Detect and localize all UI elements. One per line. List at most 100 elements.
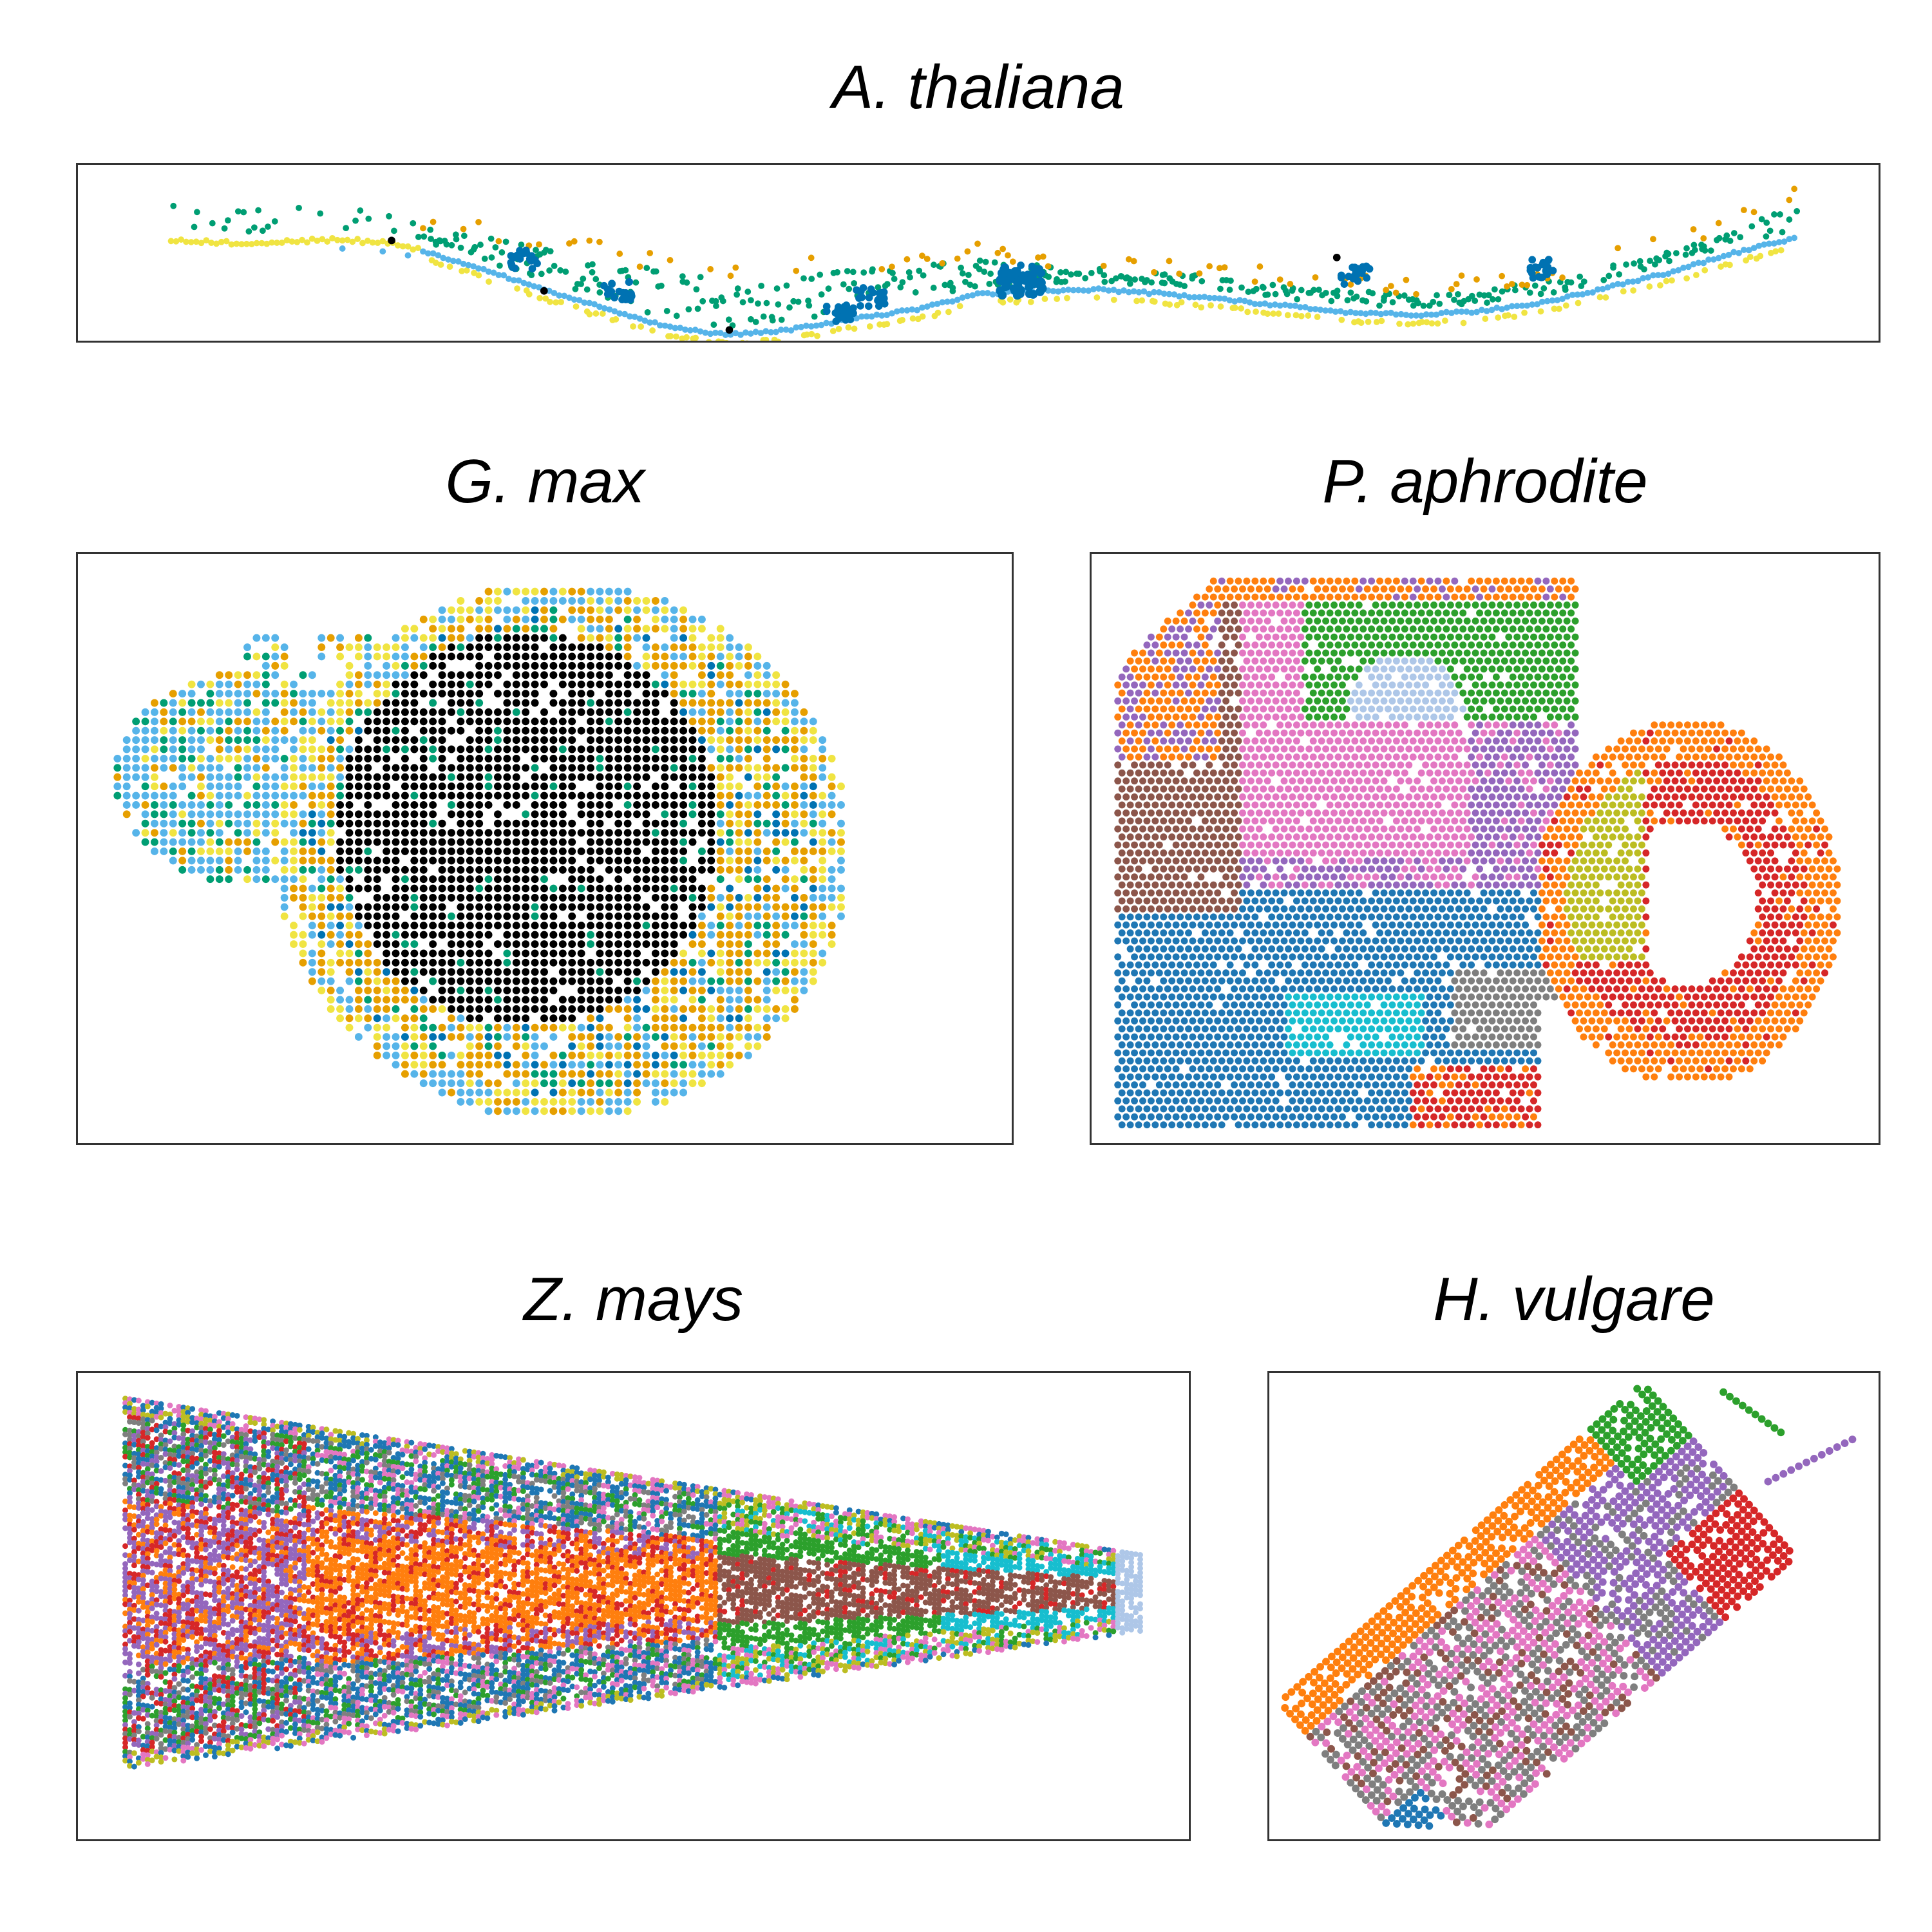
g-max-point-340 (280, 764, 289, 772)
g-max-point-2771 (772, 949, 781, 958)
g-max-point-1012 (438, 1005, 446, 1013)
p-aphrodite-point-141 (1255, 601, 1263, 609)
g-max-point-1848 (596, 634, 604, 642)
g-max-point-1994 (614, 1033, 623, 1041)
g-max-point-2231 (661, 875, 669, 884)
g-max-point-1789 (587, 597, 594, 605)
a-thaliana-point-436 (964, 248, 971, 255)
p-aphrodite-point-526 (1122, 665, 1130, 673)
p-aphrodite-point-372 (1143, 641, 1151, 649)
g-max-point-1692 (568, 652, 576, 661)
p-aphrodite-point-318 (1526, 625, 1533, 633)
a-thaliana-point-192 (591, 301, 598, 308)
g-max-point-420 (308, 764, 316, 772)
p-aphrodite-point-736 (1131, 697, 1139, 705)
g-max-point-1405 (512, 894, 520, 902)
g-max-point-2380 (688, 875, 697, 884)
a-thaliana-point-291 (744, 289, 752, 295)
g-max-point-1892 (596, 1061, 604, 1069)
g-max-point-1741 (577, 606, 585, 614)
g-max-point-2845 (800, 745, 808, 753)
g-max-point-1158 (466, 1014, 474, 1023)
g-max-point-1885 (596, 996, 604, 1004)
g-max-point-76 (169, 726, 177, 735)
g-max-point-116 (187, 745, 196, 753)
p-aphrodite-point-883 (1480, 713, 1488, 721)
p-aphrodite-point-279 (1201, 625, 1209, 633)
p-aphrodite-point-780 (1513, 697, 1521, 705)
a-thaliana-point-565 (1166, 301, 1173, 308)
a-thaliana-point-233 (652, 268, 659, 275)
g-max-point-43 (151, 736, 158, 744)
g-max-point-127 (187, 857, 196, 865)
p-aphrodite-point-585 (1177, 673, 1184, 681)
g-max-point-771 (392, 894, 400, 902)
g-max-point-2158 (651, 625, 659, 633)
g-max-point-68 (160, 819, 168, 828)
p-aphrodite-point-362 (1488, 633, 1496, 641)
g-max-point-843 (410, 708, 419, 716)
g-max-point-1639 (558, 597, 567, 605)
g-max-point-823 (401, 958, 409, 967)
p-aphrodite-point-635 (1172, 681, 1180, 689)
g-max-point-1289 (494, 773, 502, 781)
p-aphrodite-point-890 (1546, 713, 1554, 721)
g-max-point-2071 (633, 736, 641, 744)
p-aphrodite-point-129 (1542, 593, 1550, 601)
a-thaliana-point-629 (1267, 302, 1273, 308)
p-aphrodite-point-773 (1446, 697, 1454, 705)
g-max-point-1082 (457, 773, 465, 781)
g-max-point-1031 (447, 726, 455, 735)
g-max-point-1500 (531, 764, 539, 772)
p-aphrodite-point-675 (1538, 681, 1546, 689)
g-max-point-716 (383, 764, 391, 772)
g-max-point-2743 (762, 1033, 771, 1041)
g-max-point-2669 (753, 661, 762, 670)
g-max-point-1089 (457, 838, 465, 846)
g-max-point-947 (429, 819, 437, 828)
g-max-point-1376 (512, 615, 520, 623)
g-max-point-1349 (503, 866, 511, 874)
p-aphrodite-point-849 (1172, 713, 1180, 721)
a-thaliana-point-626 (1264, 310, 1271, 317)
g-max-point-343 (280, 791, 289, 800)
g-max-point-407 (299, 931, 307, 939)
g-max-point-2136 (642, 866, 650, 874)
g-max-point-2517 (716, 875, 724, 884)
g-max-point-2174 (651, 800, 659, 809)
g-max-point-423 (308, 791, 316, 800)
a-thaliana-point-602 (1226, 297, 1233, 304)
g-max-point-892 (419, 745, 428, 753)
a-thaliana-point-939 (1772, 248, 1779, 255)
g-max-point-818 (401, 903, 409, 911)
g-max-point-2655 (744, 940, 752, 948)
p-aphrodite-point-161 (1430, 601, 1437, 609)
p-aphrodite-point-599 (1301, 673, 1309, 681)
g-max-point-1839 (587, 1079, 594, 1088)
g-max-point-387 (299, 726, 307, 735)
a-thaliana-point-785 (1505, 312, 1511, 319)
g-max-point-2053 (623, 1061, 632, 1069)
p-aphrodite-point-235 (1247, 617, 1255, 625)
a-thaliana-point-284 (734, 285, 741, 292)
g-max-point-785 (392, 1033, 400, 1041)
g-max-point-1724 (568, 968, 576, 976)
a-thaliana-point-273 (719, 339, 725, 341)
a-thaliana-point-297 (755, 300, 761, 307)
g-max-point-697 (373, 1005, 381, 1013)
p-aphrodite-point-522 (1542, 657, 1550, 665)
g-max-point-1719 (568, 922, 576, 930)
g-max-point-654 (364, 949, 372, 958)
g-max-point-2776 (772, 1005, 781, 1013)
g-max-point-2374 (688, 791, 697, 800)
g-max-point-331 (280, 661, 289, 670)
g-max-point-2559 (726, 829, 734, 837)
p-aphrodite-point-775 (1472, 697, 1479, 705)
a-thaliana-point-863 (1647, 258, 1653, 265)
g-max-point-1258 (484, 968, 493, 976)
a-thaliana-point-418 (939, 260, 946, 267)
g-max-point-703 (383, 643, 391, 652)
p-aphrodite-point-152 (1347, 601, 1354, 609)
g-max-point-2382 (688, 894, 697, 902)
g-max-point-2070 (633, 726, 641, 735)
